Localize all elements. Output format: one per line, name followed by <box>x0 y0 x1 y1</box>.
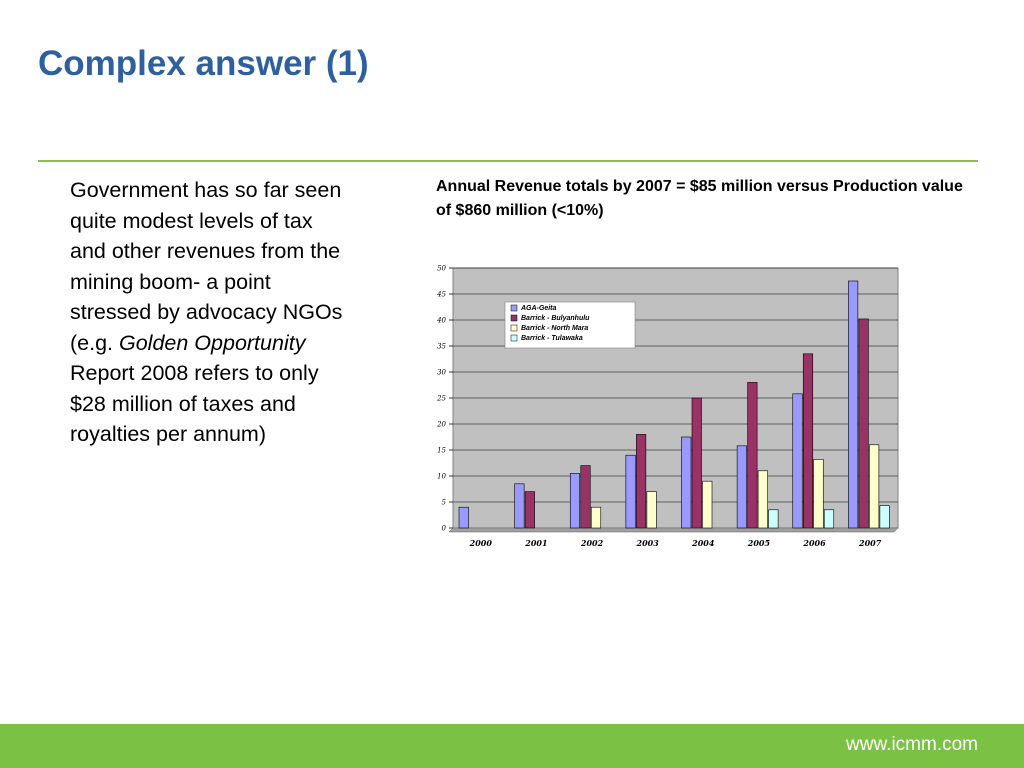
y-tick-label: 10 <box>437 473 446 481</box>
x-tick-label: 2007 <box>858 538 882 548</box>
bar-2005-series-4 <box>768 509 779 529</box>
bar-2003-series-1 <box>625 454 636 529</box>
legend-label-1: AGA-Geita <box>520 305 557 312</box>
x-tick-label: 2003 <box>636 538 660 548</box>
bar-2002-series-2 <box>580 465 591 529</box>
body-paragraph: Government has so far seen quite modest … <box>70 175 345 450</box>
legend-label-2: Barrick - Bulyanhulu <box>521 315 590 322</box>
bar-2005-series-1 <box>736 445 747 529</box>
bar-2004-series-2 <box>691 397 702 529</box>
bar-2003-series-3 <box>646 491 657 529</box>
y-tick-label: 30 <box>437 369 446 377</box>
y-tick-label: 15 <box>437 447 446 455</box>
bar-2002-series-1 <box>569 473 581 529</box>
footer-bar: www.icmm.com <box>0 724 1024 768</box>
x-tick-label: 2001 <box>524 538 547 548</box>
legend-swatch-1 <box>510 304 518 312</box>
footer-url: www.icmm.com <box>846 734 978 755</box>
bar-2005-series-3 <box>757 470 768 529</box>
plot-floor <box>448 527 899 533</box>
bar-2006-series-3 <box>813 459 824 529</box>
y-tick-label: 40 <box>436 317 446 325</box>
bar-2004-series-3 <box>702 480 713 529</box>
revenue-bar-chart: 0 5 10 15 20 25 30 35 40 45 50 2000 2001 2002 2003 2004… <box>436 265 899 548</box>
chart-caption: Annual Revenue totals by 2007 = $85 mill… <box>436 178 963 219</box>
chart-legend <box>504 301 636 349</box>
y-tick-label: 35 <box>437 343 446 351</box>
slide-title: Complex answer (1) <box>38 44 369 83</box>
bar-2001-series-2 <box>524 491 535 529</box>
y-tick-label: 5 <box>442 499 447 507</box>
x-tick-label: 2006 <box>802 538 826 548</box>
x-tick-label: 2000 <box>469 538 493 548</box>
y-tick-label: 20 <box>436 421 446 429</box>
legend-label-4: Barrick - Tulawaka <box>521 335 583 342</box>
bar-2005-series-2 <box>747 382 758 529</box>
y-tick-label: 45 <box>436 291 446 299</box>
legend-swatch-3 <box>510 324 518 332</box>
body-text-segment-3: Report 2008 refers to only $28 million o… <box>70 361 319 446</box>
legend-swatch-2 <box>510 314 518 322</box>
x-tick-label: 2002 <box>580 538 604 548</box>
bar-2007-series-4 <box>879 505 890 529</box>
bar-2003-series-2 <box>636 434 647 529</box>
body-text-report-title: Golden Opportunity <box>119 330 306 355</box>
x-tick-label: 2005 <box>747 538 771 548</box>
y-tick-label: 0 <box>442 525 447 533</box>
bar-2001-series-1 <box>514 483 525 529</box>
body-text-segment-1: Government has so far seen quite modest … <box>70 178 343 355</box>
y-tick-label: 50 <box>437 265 446 273</box>
bar-2000-series-1 <box>458 506 469 529</box>
title-divider <box>38 160 978 162</box>
bar-2006-series-1 <box>792 393 803 529</box>
bar-2007-series-3 <box>869 444 880 529</box>
bar-2006-series-4 <box>823 509 835 529</box>
bar-2002-series-3 <box>590 506 602 529</box>
bar-2007-series-1 <box>848 280 859 529</box>
bar-2006-series-2 <box>802 353 814 529</box>
x-tick-label: 2004 <box>691 538 715 548</box>
bar-2004-series-1 <box>681 436 692 529</box>
y-tick-label: 25 <box>436 395 446 403</box>
legend-label-3: Barrick - North Mara <box>521 325 588 332</box>
legend-swatch-4 <box>510 334 518 342</box>
bar-2007-series-2 <box>858 318 869 529</box>
